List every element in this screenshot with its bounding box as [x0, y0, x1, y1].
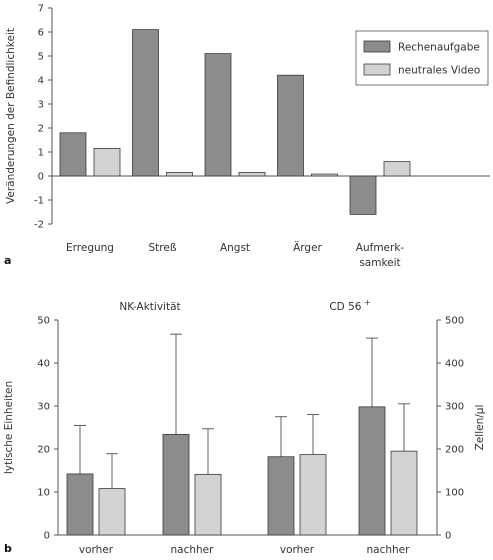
bar: [358, 406, 386, 536]
left-tick-label: 40: [37, 359, 50, 370]
bar: [383, 161, 411, 177]
legend-box: [355, 30, 489, 86]
bar: [267, 456, 295, 536]
category-label: Angst: [220, 242, 250, 254]
category-label: Aufmerk-: [356, 242, 405, 254]
group-title: CD 56 +: [329, 298, 370, 313]
y-axis-title: Veränderungen der Befindlichkeit: [5, 28, 17, 204]
group-title: NK-Aktivität: [119, 301, 180, 313]
bar: [66, 473, 94, 536]
bar: [238, 171, 266, 177]
bar: [204, 53, 232, 177]
right-tick-label: 400: [445, 359, 464, 370]
legend-swatch: [363, 40, 391, 53]
left-tick-label: 20: [37, 445, 50, 456]
left-axis-title: lytische Einheiten: [3, 381, 15, 474]
y-tick-label: 0: [38, 172, 44, 183]
y-tick-label: 4: [38, 76, 44, 87]
bar: [299, 454, 327, 536]
left-tick-label: 0: [44, 531, 50, 542]
legend-label: Rechenaufgabe: [398, 42, 480, 54]
category-label: Streß: [149, 242, 177, 254]
bar: [390, 450, 418, 536]
bar: [59, 132, 87, 177]
bar: [166, 171, 193, 177]
right-axis-title: Zellen/µl: [474, 405, 486, 451]
right-tick-label: 0: [445, 531, 451, 542]
legend-label: neutrales Video: [398, 65, 480, 77]
group-title-superscript: +: [361, 298, 370, 307]
bar: [98, 488, 126, 536]
left-tick-label: 30: [37, 402, 50, 413]
panel-label: b: [4, 542, 12, 555]
bar: [349, 175, 377, 215]
category-label: vorher: [79, 544, 114, 556]
legend-swatch: [363, 63, 391, 76]
left-tick-label: 50: [37, 316, 50, 327]
y-tick-label: 3: [38, 100, 44, 111]
category-label: nachher: [367, 544, 411, 556]
y-tick-label: -1: [34, 196, 44, 207]
bar: [194, 473, 222, 536]
bar: [132, 29, 159, 177]
y-tick-label: 2: [38, 124, 44, 135]
category-label: samkeit: [359, 257, 400, 269]
category-label: Erregung: [66, 242, 114, 254]
bar: [311, 173, 338, 177]
y-tick-label: 7: [38, 4, 44, 15]
y-tick-label: 5: [38, 52, 44, 63]
y-tick-label: -2: [34, 220, 44, 231]
category-label: Ärger: [293, 241, 322, 254]
left-tick-label: 10: [37, 488, 50, 499]
bar: [93, 147, 121, 177]
right-tick-label: 500: [445, 316, 464, 327]
right-tick-label: 300: [445, 402, 464, 413]
right-tick-label: 100: [445, 488, 464, 499]
right-tick-label: 200: [445, 445, 464, 456]
category-label: nachher: [171, 544, 215, 556]
chart-a: -2 -1 0 1 2 3 4 5 6 7 Veränderungen der Befindlich…: [4, 4, 490, 269]
category-label: vorher: [280, 544, 315, 556]
panel-label: a: [4, 254, 11, 267]
bar: [162, 433, 190, 536]
y-tick-label: 6: [38, 28, 44, 39]
bar: [277, 74, 304, 177]
y-tick-label: 1: [38, 148, 44, 159]
